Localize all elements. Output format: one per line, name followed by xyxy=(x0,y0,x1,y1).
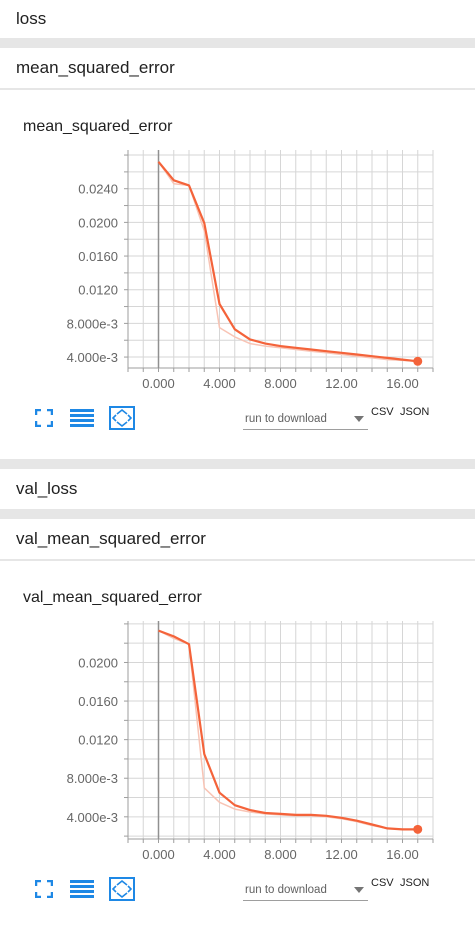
run-to-download-select[interactable]: run to download xyxy=(243,879,368,901)
y-tick-label: 4.000e-3 xyxy=(67,810,118,825)
section-divider xyxy=(0,38,475,48)
toggle-log-scale-icon xyxy=(70,880,94,898)
section-header-mean-squared-error[interactable]: mean_squared_error xyxy=(0,48,475,88)
y-tick-label: 0.0120 xyxy=(78,733,118,748)
chart-toolbar: run to download CSV JSON xyxy=(30,404,450,438)
expand-chart-button[interactable] xyxy=(108,875,136,903)
x-tick-label: 4.000 xyxy=(203,376,236,391)
smoothed-series-line xyxy=(158,629,418,831)
toggle-log-scale-button[interactable] xyxy=(68,875,96,903)
section-title-val-loss: val_loss xyxy=(16,479,78,498)
section-divider xyxy=(0,459,475,469)
y-tick-label: 8.000e-3 xyxy=(67,316,118,331)
y-tick-label: 0.0240 xyxy=(78,182,118,197)
y-tick-label: 0.0160 xyxy=(78,694,118,709)
x-tick-label: 0.000 xyxy=(142,376,175,391)
val-mean-squared-error-chart[interactable]: 0.000 4.000 8.000 12.00 16.00 4.000e-3 8.000e-… xyxy=(0,611,475,871)
section-title-val-mean-squared-error: val_mean_squared_error xyxy=(16,529,206,548)
last-point-marker xyxy=(413,356,423,366)
chart-toolbar: run to download CSV JSON xyxy=(30,875,450,909)
fit-to-data-button[interactable] xyxy=(30,404,58,432)
raw-series-line xyxy=(157,161,418,363)
chevron-down-icon xyxy=(354,887,364,893)
y-tick-label: 0.0120 xyxy=(78,283,118,298)
raw-series-line xyxy=(158,629,418,831)
toggle-log-scale-icon xyxy=(70,409,94,427)
x-tick-label: 8.000 xyxy=(264,376,297,391)
x-tick-label: 12.00 xyxy=(325,847,358,862)
download-csv-link[interactable]: CSV xyxy=(371,877,394,889)
toggle-log-scale-button[interactable] xyxy=(68,404,96,432)
section-divider xyxy=(0,88,475,90)
expand-chart-icon xyxy=(109,406,135,430)
chevron-down-icon xyxy=(354,416,364,422)
mean-squared-error-chart[interactable]: 0.000 4.000 8.000 12.00 16.00 4.000e-3 8.000e-… xyxy=(0,140,475,400)
y-tick-label: 0.0160 xyxy=(78,249,118,264)
download-csv-link[interactable]: CSV xyxy=(371,406,394,418)
y-tick-label: 4.000e-3 xyxy=(67,350,118,365)
y-tick-label: 0.0200 xyxy=(78,215,118,230)
x-tick-label: 4.000 xyxy=(203,847,236,862)
section-title-mean-squared-error: mean_squared_error xyxy=(16,58,175,77)
y-tick-label: 0.0200 xyxy=(78,655,118,670)
last-point-marker xyxy=(413,824,423,834)
fit-to-data-icon xyxy=(35,880,53,898)
section-header-loss[interactable]: loss xyxy=(0,0,475,38)
expand-chart-button[interactable] xyxy=(108,404,136,432)
section-divider xyxy=(0,509,475,519)
download-json-link[interactable]: JSON xyxy=(400,406,430,418)
download-json-link[interactable]: JSON xyxy=(400,877,430,889)
x-tick-label: 0.000 xyxy=(142,847,175,862)
run-to-download-select[interactable]: run to download xyxy=(243,408,368,430)
run-to-download-label: run to download xyxy=(245,412,327,425)
fit-to-data-button[interactable] xyxy=(30,875,58,903)
run-to-download-label: run to download xyxy=(245,883,327,896)
chart-title: mean_squared_error xyxy=(23,118,173,135)
x-tick-label: 8.000 xyxy=(264,847,297,862)
expand-chart-icon xyxy=(109,877,135,901)
x-tick-label: 16.00 xyxy=(386,376,419,391)
section-header-val-mean-squared-error[interactable]: val_mean_squared_error xyxy=(0,519,475,559)
section-title-loss: loss xyxy=(16,9,47,28)
x-tick-label: 12.00 xyxy=(325,376,358,391)
chart-title: val_mean_squared_error xyxy=(23,589,202,606)
smoothed-series-line xyxy=(157,161,418,363)
fit-to-data-icon xyxy=(35,409,53,427)
x-tick-label: 16.00 xyxy=(386,847,419,862)
section-divider xyxy=(0,559,475,561)
section-header-val-loss[interactable]: val_loss xyxy=(0,469,475,509)
y-tick-label: 8.000e-3 xyxy=(67,771,118,786)
